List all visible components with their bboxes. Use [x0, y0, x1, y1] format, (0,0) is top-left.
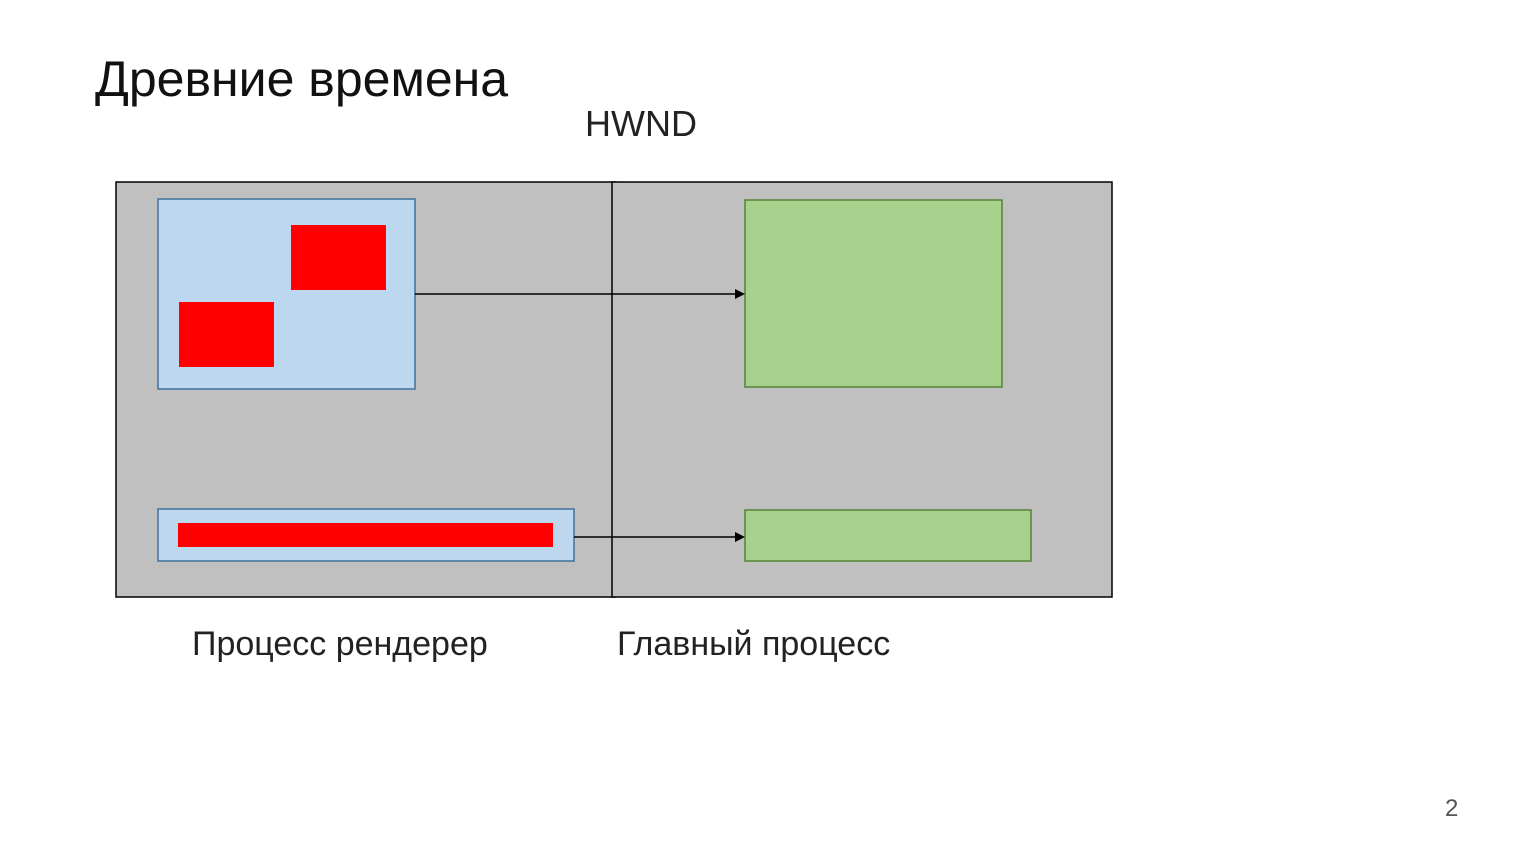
page-number: 2: [1445, 795, 1458, 823]
right-process-label: Главный процесс: [617, 625, 890, 664]
left-process-label: Процесс рендерер: [192, 625, 488, 664]
green-block-0: [745, 200, 1002, 387]
red-block-0: [291, 225, 386, 290]
slide: Древние времена HWND Процесс рендерер Гл…: [0, 0, 1536, 864]
diagram-canvas: [0, 0, 1536, 864]
green-block-1: [745, 510, 1031, 561]
red-block-1: [179, 302, 274, 367]
red-block-2: [178, 523, 553, 547]
